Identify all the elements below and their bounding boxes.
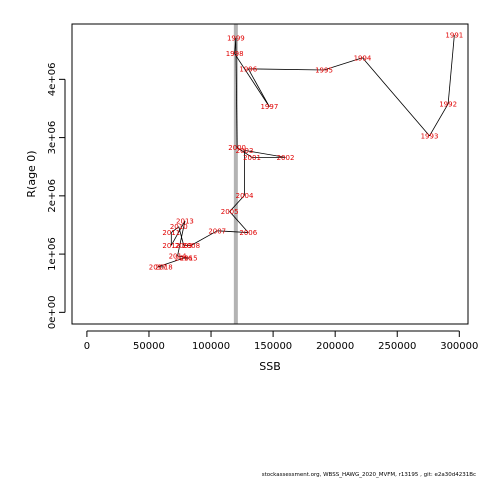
path-segment-1991-1992 bbox=[447, 35, 455, 104]
path-segment-1996-1997 bbox=[247, 68, 270, 107]
point-label-2018: 2018 bbox=[155, 263, 173, 271]
point-label-1991: 1991 bbox=[445, 32, 463, 40]
year-labels-layer: 1991 1992 1993 1994 1995 1996 1997 1998 1999 2000… bbox=[149, 32, 464, 272]
point-label-2015: 2015 bbox=[180, 255, 198, 263]
point-label-2017: 2017 bbox=[149, 263, 167, 271]
path-segment-2007-2008 bbox=[190, 230, 218, 246]
path-segment-1992-1993 bbox=[429, 103, 449, 137]
x-tick-label: 200000 bbox=[316, 341, 354, 352]
y-axis-label: R(age 0) bbox=[25, 150, 38, 197]
y-tick-label: 0e+00 bbox=[47, 296, 58, 330]
point-label-1992: 1992 bbox=[439, 100, 457, 108]
point-label-2013: 2013 bbox=[176, 217, 194, 225]
point-label-1999: 1999 bbox=[227, 34, 245, 42]
path-segment-2005-2006 bbox=[229, 211, 249, 233]
path-segment-1993-1994 bbox=[362, 57, 430, 137]
point-label-2000: 2000 bbox=[228, 144, 246, 152]
point-label-2006: 2006 bbox=[239, 229, 257, 237]
path-segment-2010-2011 bbox=[171, 226, 180, 233]
point-label-2001: 2001 bbox=[243, 154, 261, 162]
plot-box bbox=[71, 23, 469, 325]
y-tick-label: 3e+06 bbox=[47, 121, 58, 155]
x-tick-label: 100000 bbox=[192, 341, 230, 352]
x-axis-label: SSB bbox=[259, 360, 281, 373]
point-label-2012: 2012 bbox=[162, 242, 180, 250]
x-tick-label: 150000 bbox=[254, 341, 292, 352]
x-tick-label: 50000 bbox=[133, 341, 165, 352]
point-label-2009: 2009 bbox=[175, 242, 193, 250]
path-segment-2013-2014 bbox=[177, 220, 186, 256]
y-tick-label: 4e+06 bbox=[47, 63, 58, 97]
x-tick-label: 0 bbox=[84, 341, 90, 352]
stock-recruit-path-layer bbox=[157, 35, 455, 268]
path-segment-2002-2003 bbox=[244, 150, 286, 158]
y-tick-label: 2e+06 bbox=[47, 179, 58, 213]
point-label-2010: 2010 bbox=[170, 223, 188, 231]
axes-layer: 0 50000 100000 150000 200000 250000 300000 0e+0… bbox=[47, 63, 478, 352]
path-segment-2004-2005 bbox=[229, 194, 245, 212]
x-tick-label: 250000 bbox=[378, 341, 416, 352]
point-label-1994: 1994 bbox=[354, 54, 372, 62]
point-label-2007: 2007 bbox=[208, 227, 226, 235]
path-segment-2006-2007 bbox=[217, 230, 249, 233]
y-tick-label: 1e+06 bbox=[47, 237, 58, 271]
point-label-2003: 2003 bbox=[236, 147, 254, 155]
point-label-1995: 1995 bbox=[315, 67, 333, 75]
point-label-2004: 2004 bbox=[236, 192, 254, 200]
point-label-2005: 2005 bbox=[221, 208, 239, 216]
point-label-2016: 2016 bbox=[175, 255, 193, 263]
path-segment-1997-1998 bbox=[234, 53, 270, 107]
point-label-2011: 2011 bbox=[162, 229, 180, 237]
path-segment-2016-2017 bbox=[157, 257, 184, 268]
point-label-2002: 2002 bbox=[277, 154, 295, 162]
point-label-2008: 2008 bbox=[182, 242, 200, 250]
point-label-1993: 1993 bbox=[421, 132, 439, 140]
point-label-1997: 1997 bbox=[260, 103, 278, 111]
path-segment-1999-2000 bbox=[235, 37, 238, 148]
point-label-1998: 1998 bbox=[226, 50, 244, 58]
footer-caption: stockassessment.org, WBSS_HAWG_2020_MVFM… bbox=[261, 472, 476, 478]
x-tick-label: 300000 bbox=[440, 341, 478, 352]
path-segment-2012-2013 bbox=[170, 220, 186, 246]
point-label-2014: 2014 bbox=[169, 252, 187, 260]
path-segment-1995-1996 bbox=[248, 68, 325, 71]
path-segment-1994-1995 bbox=[323, 57, 363, 71]
point-label-1996: 1996 bbox=[239, 65, 257, 73]
